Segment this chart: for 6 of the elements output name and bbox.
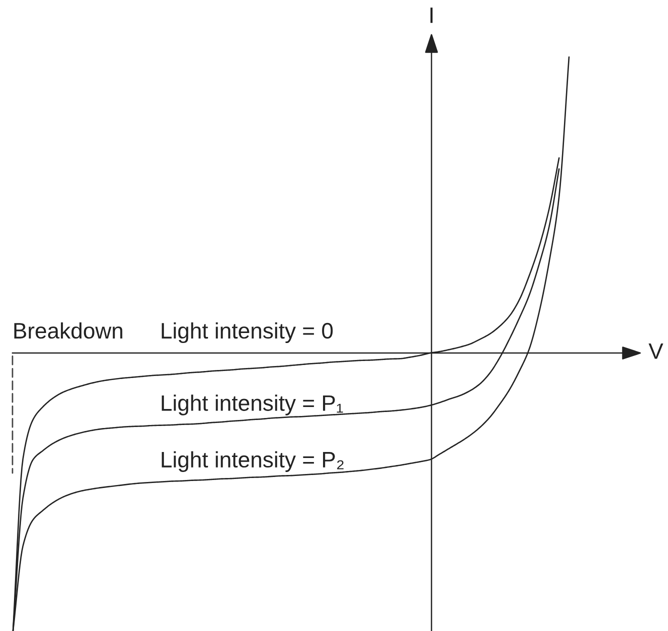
- y-axis-title: I: [430, 8, 433, 23]
- series-label: Light intensity = 0: [162, 322, 333, 344]
- series-label: Light intensity = P₂: [162, 451, 344, 472]
- series-label: Light intensity = P₁: [162, 394, 343, 416]
- x-axis-title: V: [648, 343, 664, 359]
- annotation: Breakdown: [14, 322, 122, 339]
